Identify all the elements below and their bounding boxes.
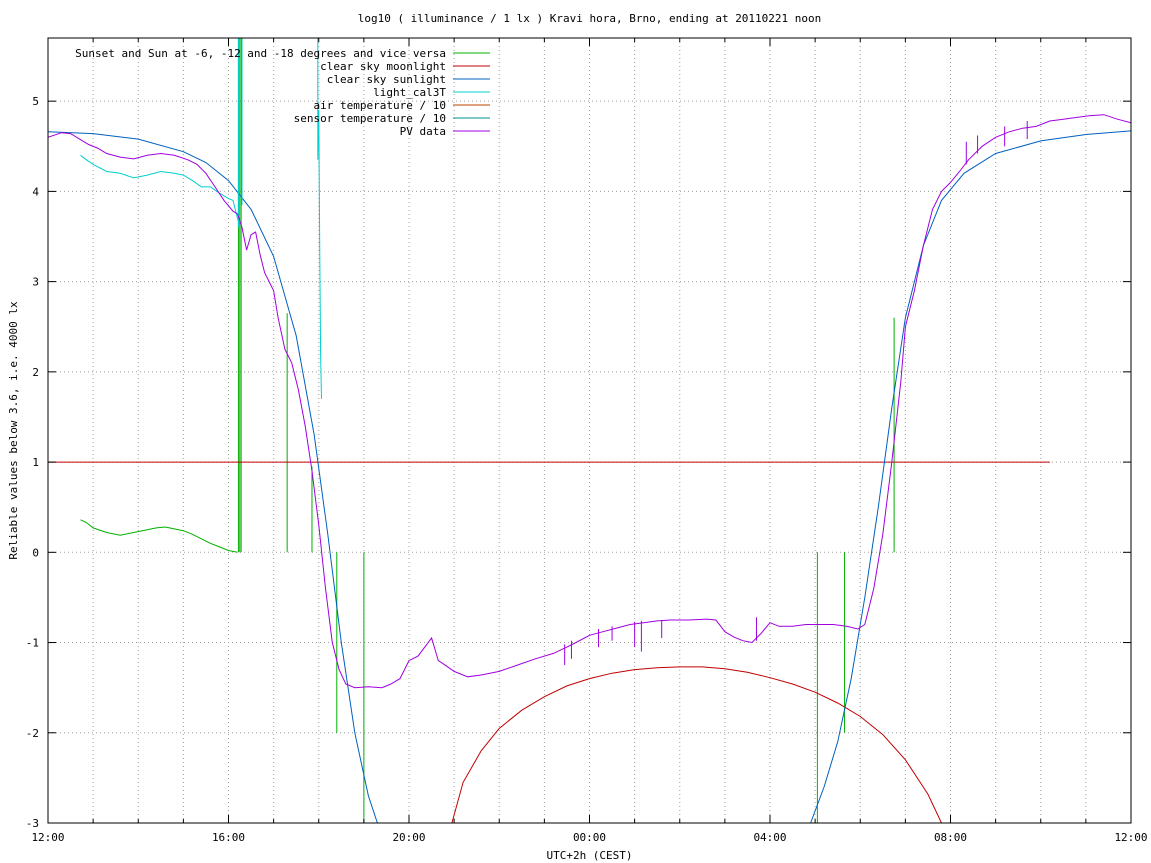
y-axis-label: Reliable values below 3.6, i.e. 4000 lx <box>7 301 20 560</box>
y-tick-label: 1 <box>32 456 39 469</box>
x-tick-label: 08:00 <box>934 831 967 844</box>
legend-label: Sunset and Sun at -6, -12 and -18 degree… <box>75 47 446 60</box>
x-tick-label: 04:00 <box>753 831 786 844</box>
series-line-sunset-and-sun-at-6-12-and-18-degrees-and-vice-versa <box>80 519 238 553</box>
series-group <box>48 38 1131 823</box>
series-line-light-cal3t <box>317 38 322 399</box>
y-tick-label: 5 <box>32 95 39 108</box>
series-layer <box>48 38 1131 823</box>
x-tick-label: 20:00 <box>392 831 425 844</box>
y-tick-label: 2 <box>32 366 39 379</box>
x-tick-label: 16:00 <box>212 831 245 844</box>
series-line-pv-data <box>48 114 1131 689</box>
y-tick-label: 0 <box>32 546 39 559</box>
x-tick-label: 00:00 <box>573 831 606 844</box>
legend: Sunset and Sun at -6, -12 and -18 degree… <box>75 47 490 138</box>
legend-label: sensor temperature / 10 <box>294 112 446 125</box>
grid <box>48 38 1131 823</box>
series-line-clear-sky-sunlight <box>48 131 378 823</box>
legend-label: light_cal3T <box>373 86 446 99</box>
series-line-clear-sky-moonlight <box>451 666 942 823</box>
legend-label: PV data <box>400 125 446 138</box>
legend-label: clear sky moonlight <box>320 60 446 73</box>
y-tick-label: 4 <box>32 185 39 198</box>
legend-label: clear sky sunlight <box>327 73 446 86</box>
y-tick-label: -3 <box>26 817 39 830</box>
x-tick-label: 12:00 <box>1114 831 1147 844</box>
ticks-layer: 12:00 16:00 20:00 00:00 04:00 08:00 12:00-3-2-… <box>26 38 1148 844</box>
legend-label: air temperature / 10 <box>314 99 446 112</box>
y-tick-label: -2 <box>26 727 39 740</box>
series-line-light-cal3t <box>80 154 241 226</box>
series-line-clear-sky-sunlight <box>810 130 1131 823</box>
y-tick-label: -1 <box>26 637 39 650</box>
chart-title: log10 ( illuminance / 1 lx ) Kravi hora,… <box>358 12 822 25</box>
x-axis-label: UTC+2h (CEST) <box>546 849 632 862</box>
x-tick-label: 12:00 <box>31 831 64 844</box>
y-tick-label: 3 <box>32 276 39 289</box>
